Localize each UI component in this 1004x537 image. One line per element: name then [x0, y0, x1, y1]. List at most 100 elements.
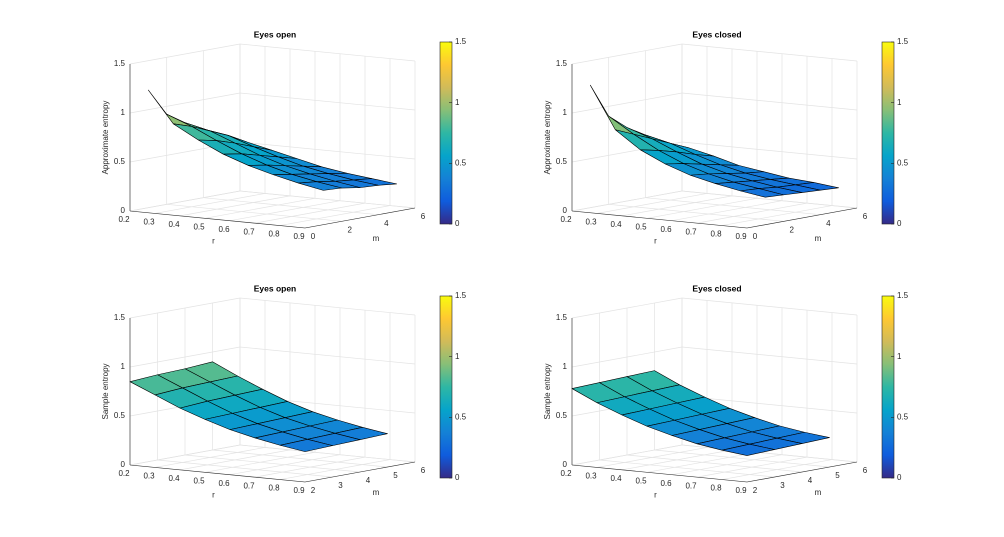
- grid-line: [681, 141, 858, 160]
- y-axis-label: m: [815, 234, 822, 243]
- grid-line: [129, 190, 241, 212]
- y-axis: [746, 207, 858, 229]
- x-tick-label: 0.9: [735, 232, 747, 241]
- grid-line: [681, 190, 858, 209]
- grid-line: [571, 297, 683, 319]
- grid-line: [571, 92, 683, 114]
- grid-line: [599, 459, 775, 478]
- y-tick-label: 2: [311, 486, 316, 495]
- x-axis-label: r: [212, 491, 215, 500]
- x-tick-label: 0.2: [118, 469, 130, 478]
- x-tick-label: 0.5: [193, 222, 205, 231]
- z-tick-label: 1.5: [556, 59, 568, 68]
- x-tick-label: 0.7: [243, 227, 255, 236]
- x-tick-label: 0.9: [293, 486, 305, 495]
- grid-line: [646, 197, 758, 219]
- colorbar: [439, 41, 453, 225]
- grid-line: [184, 454, 361, 473]
- y-axis: [304, 207, 416, 229]
- colorbar: [881, 41, 895, 225]
- x-tick-label: 0.4: [610, 220, 622, 229]
- y-tick-label: 4: [826, 219, 831, 228]
- grid-line: [239, 92, 416, 111]
- grid-line: [254, 202, 366, 224]
- x-tick-label: 0.6: [218, 225, 230, 234]
- x-tick-label: 0.5: [635, 476, 647, 485]
- grid-line: [129, 346, 241, 368]
- x-tick-label: 0.3: [585, 218, 597, 227]
- grid-line: [571, 190, 683, 212]
- grid-line: [721, 205, 833, 226]
- grid-line: [279, 205, 391, 226]
- y-tick-label: 2: [789, 225, 794, 234]
- grid-line: [681, 297, 858, 316]
- x-tick-label: 0.8: [710, 230, 722, 239]
- colorbar-tick-label: 0: [897, 219, 902, 228]
- y-tick-label: 2: [347, 225, 352, 234]
- x-tick-label: 0.3: [143, 472, 155, 481]
- grid-line: [212, 449, 388, 468]
- colorbar-tick-label: 1.5: [455, 37, 467, 46]
- grid-line: [154, 193, 266, 214]
- grid-line: [571, 444, 683, 466]
- colorbar-tick-label: 1: [897, 98, 902, 107]
- y-axis: [304, 461, 416, 483]
- colorbar-tick-label: 1: [897, 352, 902, 361]
- x-tick-label: 0.2: [560, 215, 572, 224]
- colorbar-tick-label: 1.5: [897, 291, 909, 300]
- grid-line: [681, 346, 858, 365]
- chart-title: Eyes open: [254, 29, 297, 39]
- colorbar-tick-label: 0.5: [897, 412, 909, 421]
- x-tick-label: 0.5: [635, 222, 647, 231]
- colorbar-tick-label: 0: [455, 219, 460, 228]
- grid-line: [671, 200, 783, 222]
- y-tick-label: 0: [753, 232, 758, 241]
- x-tick-label: 0.6: [660, 225, 672, 234]
- y-tick-label: 4: [384, 219, 389, 228]
- grid-line: [129, 297, 241, 319]
- y-tick-label: 5: [393, 471, 398, 480]
- z-tick-label: 0.5: [556, 411, 568, 420]
- grid-line: [239, 43, 416, 62]
- y-tick-label: 2: [753, 486, 758, 495]
- grid-line: [696, 202, 808, 224]
- grid-line: [166, 203, 342, 222]
- grid-line: [129, 92, 241, 114]
- grid-line: [203, 197, 379, 216]
- surface-patch: [740, 188, 784, 198]
- colorbar-tick-label: 1.5: [455, 291, 467, 300]
- z-tick-label: 1: [121, 362, 126, 371]
- colorbar-tick-label: 1: [455, 98, 460, 107]
- grid-line: [239, 141, 416, 160]
- colorbar-tick-label: 1: [455, 352, 460, 361]
- z-tick-label: 0: [121, 460, 126, 469]
- colorbar-tick-label: 1.5: [897, 37, 909, 46]
- grid-line: [179, 195, 291, 217]
- y-tick-label: 3: [780, 481, 785, 490]
- y-axis-label: m: [373, 234, 380, 243]
- grid-line: [204, 197, 316, 219]
- x-axis-label: r: [212, 237, 215, 246]
- y-tick-label: 3: [338, 481, 343, 490]
- x-tick-label: 0.7: [685, 227, 697, 236]
- colorbar-tick-label: 0: [897, 473, 902, 482]
- grid-line: [239, 346, 416, 365]
- z-axis-label: Sample entropy: [543, 363, 552, 419]
- x-axis: [129, 210, 306, 229]
- surface-patch: [279, 438, 333, 452]
- colorbar-tick-label: 0.5: [455, 412, 467, 421]
- z-axis-label: Approximate entropy: [543, 101, 552, 175]
- y-axis-label: m: [373, 488, 380, 497]
- colorbar-tick-label: 0.5: [455, 158, 467, 167]
- x-axis: [571, 210, 748, 229]
- x-axis-label: r: [654, 237, 657, 246]
- grid-line: [621, 195, 733, 217]
- z-tick-label: 1.5: [114, 313, 126, 322]
- colorbar: [439, 295, 453, 479]
- y-tick-label: 4: [366, 476, 371, 485]
- grid-line: [129, 43, 241, 65]
- grid-line: [654, 449, 830, 468]
- grid-line: [571, 346, 683, 368]
- x-tick-label: 0.9: [735, 486, 747, 495]
